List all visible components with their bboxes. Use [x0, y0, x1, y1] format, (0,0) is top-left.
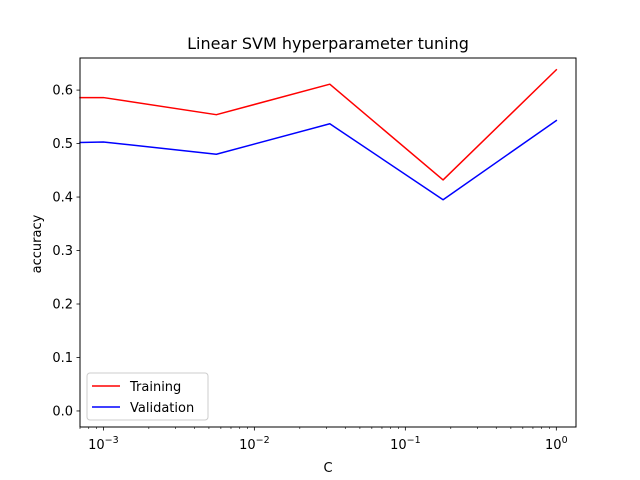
series-line-training [79, 68, 558, 181]
x-tick-label: 10−2 [239, 435, 270, 453]
y-tick-label: 0.5 [52, 137, 73, 152]
y-tick-label: 0.0 [52, 404, 73, 419]
legend: Training Validation [86, 372, 209, 421]
plot-background [80, 58, 576, 427]
y-tick-label: 0.6 [52, 84, 73, 99]
x-axis-label: C [323, 461, 332, 476]
legend-label-validation: Validation [130, 401, 194, 416]
plot-frame [79, 57, 577, 428]
chart-title: Linear SVM hyperparameter tuning [187, 34, 469, 53]
y-tick-label: 0.4 [52, 191, 73, 206]
x-tick-label: 10−1 [390, 435, 421, 453]
legend-box [86, 372, 209, 421]
series-line-validation [79, 119, 558, 201]
y-tick-label: 0.3 [52, 244, 73, 259]
x-tick-label: 100 [545, 435, 568, 453]
legend-label-training: Training [129, 380, 181, 395]
axes-layer: 0.0 0.1 0.2 0.3 0.4 0.5 0.6 10−3 10−2 10−1 100 [52, 57, 577, 453]
y-tick-label: 0.2 [52, 298, 73, 313]
x-tick-label: 10−3 [88, 435, 119, 453]
series-layer [79, 68, 558, 201]
plot-area [80, 58, 576, 427]
y-tick-label: 0.1 [52, 351, 73, 366]
y-axis-label: accuracy [30, 214, 45, 273]
